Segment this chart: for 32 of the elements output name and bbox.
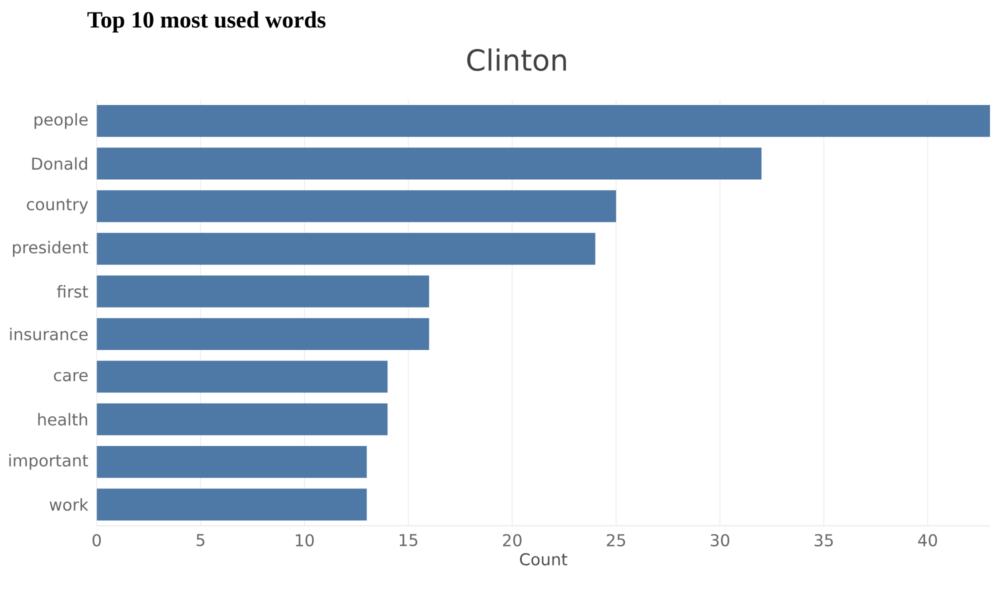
y-tick-label: Donald	[32, 157, 88, 170]
y-tick-label: insurance	[10, 328, 88, 341]
x-tick-label: 35	[814, 534, 833, 547]
x-axis-title: Count	[520, 553, 568, 566]
y-tick-label: health	[38, 413, 88, 426]
x-tick-label: 0	[92, 534, 101, 547]
x-tick-label: 20	[503, 534, 522, 547]
bar	[96, 446, 367, 478]
bar	[96, 276, 430, 308]
x-tick-label: 10	[296, 534, 314, 547]
y-tick-label: president	[12, 241, 88, 257]
x-tick-label: 5	[196, 534, 204, 546]
bar	[96, 318, 430, 350]
bar	[96, 190, 616, 222]
bar	[96, 148, 762, 180]
bar	[96, 360, 388, 393]
bar	[96, 404, 388, 436]
x-tick-label: 30	[710, 534, 730, 547]
x-tick-label: 40	[918, 534, 937, 547]
bar	[96, 233, 596, 265]
y-tick-label: important	[9, 454, 88, 470]
chart-title: Top 10 most used words	[87, 12, 326, 33]
y-tick-label: work	[50, 498, 88, 512]
y-tick-label: people	[34, 113, 88, 130]
chart-subtitle: Clinton	[467, 48, 566, 72]
bar	[96, 488, 367, 521]
bar	[96, 105, 990, 138]
x-tick-label: 15	[400, 534, 418, 546]
x-tick-label: 25	[606, 534, 626, 547]
y-tick-label: first	[56, 285, 88, 298]
y-tick-label: care	[54, 372, 88, 382]
y-tick-label: country	[26, 198, 88, 214]
